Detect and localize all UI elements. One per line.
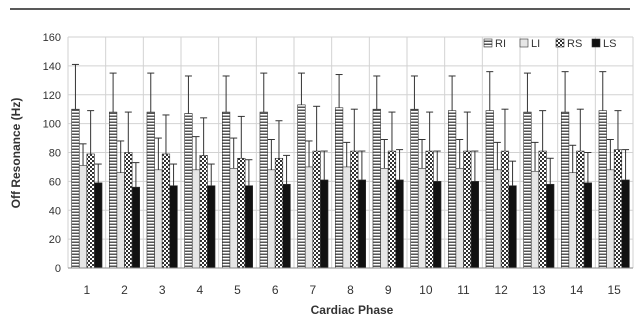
bar-rs (237, 157, 246, 269)
y-tick-label: 60 (49, 176, 61, 188)
x-tick-label: 6 (272, 283, 279, 297)
bar-ls (583, 182, 592, 269)
y-tick-label: 120 (43, 90, 61, 102)
bar-rs (387, 150, 397, 269)
x-tick-label: 7 (309, 283, 316, 297)
bar-ri (71, 108, 80, 269)
bar-ls (169, 185, 178, 269)
bar-li (342, 166, 351, 269)
x-tick-label: 13 (532, 283, 546, 297)
bar-ri (372, 108, 381, 269)
bar-ls (207, 185, 216, 269)
legend-swatch-rs (555, 38, 565, 48)
bar-ri (297, 104, 306, 269)
bar-rs (161, 153, 171, 269)
bar-rs (463, 150, 472, 269)
bar-ls (244, 185, 254, 269)
bar-ls (282, 183, 291, 269)
bar-rs (350, 150, 359, 269)
bar-li (304, 166, 314, 269)
bar-li (191, 169, 201, 269)
bar-ri (222, 111, 231, 269)
x-tick-label: 9 (385, 283, 392, 297)
bar-ri (184, 113, 193, 269)
bar-li (116, 172, 125, 269)
bar-ls (508, 185, 517, 269)
bar-ls (94, 182, 103, 269)
bar-rs (425, 150, 434, 269)
y-tick-label: 20 (49, 234, 61, 246)
x-tick-label: 15 (607, 283, 621, 297)
x-tick-label: 10 (419, 283, 433, 297)
x-tick-label: 14 (570, 283, 584, 297)
bar-li (455, 168, 464, 269)
bar-li (606, 169, 615, 269)
legend: RI LI RS LS (483, 38, 616, 50)
bar-ls (357, 179, 367, 269)
x-tick-label: 2 (121, 283, 128, 297)
x-tick-label: 11 (457, 283, 470, 297)
bar-ls (395, 179, 404, 269)
bar-li (267, 169, 276, 269)
y-tick-label: 100 (43, 119, 61, 131)
y-axis-label: Off Resonance (Hz) (9, 98, 23, 209)
bar-ri (447, 110, 457, 269)
legend-swatch-ls (591, 38, 601, 48)
bar-li (229, 168, 238, 269)
legend-swatch-li (519, 38, 529, 48)
legend-label-ls: LS (603, 38, 616, 50)
y-tick-label: 0 (55, 263, 61, 275)
bar-rs (613, 149, 623, 269)
x-tick-label: 1 (83, 283, 90, 297)
bar-li (493, 169, 502, 269)
bar-ls (131, 186, 141, 269)
bar-ri (259, 111, 268, 269)
x-axis-label: Cardiac Phase (311, 303, 394, 317)
x-tick-label: 3 (159, 283, 166, 297)
bar-ri (146, 111, 155, 269)
bar-li (417, 168, 427, 269)
legend-swatch-ri (483, 38, 493, 48)
bar-li (530, 170, 540, 269)
bar-li (568, 172, 577, 269)
legend-label-rs: RS (567, 38, 582, 50)
y-tick-label: 80 (49, 148, 61, 160)
bar-ls (546, 183, 555, 269)
bar-rs (538, 150, 547, 269)
x-tick-label: 8 (347, 283, 354, 297)
y-tick-label: 40 (49, 205, 61, 217)
bar-ls (320, 179, 329, 269)
bar-rs (576, 150, 585, 269)
legend-label-ri: RI (495, 38, 506, 50)
bar-ri (598, 110, 607, 269)
bar-ls (621, 179, 630, 269)
bar-rs (274, 157, 284, 269)
x-tick-label: 5 (234, 283, 241, 297)
bar-ri (485, 110, 494, 269)
x-tick-label: 4 (196, 283, 203, 297)
bar-ri (109, 111, 118, 269)
bar-rs (312, 150, 321, 269)
bar-rs (199, 155, 208, 269)
bar-li (78, 165, 88, 269)
y-tick-label: 140 (43, 61, 61, 73)
bar-ls (433, 181, 442, 269)
bar-li (154, 169, 163, 269)
bar-rs (86, 153, 95, 269)
bar-ls (470, 181, 480, 269)
bar-rs (500, 150, 510, 269)
bar-li (380, 168, 389, 269)
bar-ri (560, 111, 570, 269)
bar-ri (523, 111, 532, 269)
x-tick-label: 12 (494, 283, 508, 297)
legend-label-li: LI (531, 38, 540, 50)
bar-ri (334, 107, 344, 269)
bar-rs (124, 152, 133, 269)
bar-ri (410, 108, 419, 269)
y-tick-label: 160 (43, 32, 61, 44)
